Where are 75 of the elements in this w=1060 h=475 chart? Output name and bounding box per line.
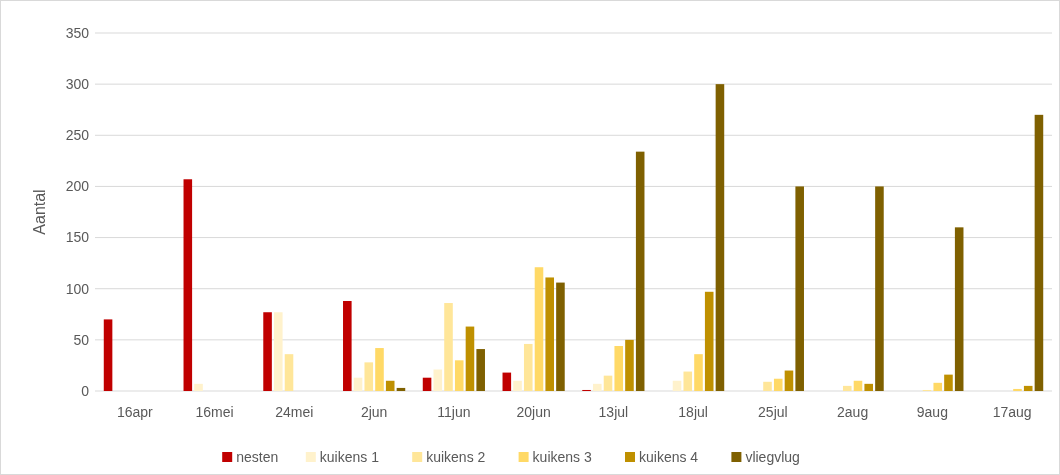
bar: [1034, 114, 1044, 391]
legend-label: vliegvlug: [745, 448, 800, 465]
bar: [954, 227, 964, 391]
bar: [875, 186, 884, 391]
bar: [523, 343, 533, 391]
x-tick-label: 25jul: [758, 404, 788, 420]
legend-label: kuikens 4: [639, 448, 699, 465]
bar: [1013, 388, 1022, 391]
bar: [784, 370, 794, 391]
bar: [263, 312, 272, 391]
x-tick-label: 2jun: [360, 404, 388, 420]
bar: [842, 385, 852, 391]
bar: [853, 380, 863, 391]
bar: [545, 277, 554, 391]
bar: [672, 380, 682, 391]
y-tick-label: 300: [65, 76, 90, 93]
bar: [513, 380, 522, 391]
bar: [683, 371, 693, 391]
bar: [194, 383, 203, 391]
bar: [502, 372, 512, 391]
bar: [933, 382, 943, 391]
bar: [476, 349, 485, 391]
bar: [715, 84, 725, 391]
bar: [396, 387, 406, 391]
y-axis-title: Aantal: [31, 189, 48, 235]
bar: [603, 375, 613, 391]
bar: [385, 380, 395, 391]
bar: [773, 378, 783, 391]
bar: [704, 291, 714, 391]
bar: [763, 381, 772, 391]
y-tick-label: 250: [65, 127, 90, 144]
y-tick-label: 150: [65, 229, 90, 246]
x-tick-label: 16apr: [116, 404, 154, 420]
x-tick-label: 17aug: [992, 404, 1032, 420]
x-tick-label: 9aug: [916, 404, 948, 420]
bar: [556, 282, 565, 391]
bar: [353, 377, 363, 391]
x-tick-label: 13jul: [598, 404, 629, 420]
bar: [795, 186, 804, 391]
bar: [593, 383, 602, 391]
x-tick-label: 16mei: [195, 404, 234, 420]
bar: [343, 300, 352, 391]
y-tick-label: 200: [65, 178, 90, 195]
y-tick-label: 0: [81, 382, 90, 399]
x-tick-label: 11jun: [437, 404, 471, 420]
bar: [1023, 385, 1033, 391]
bar: [284, 354, 294, 391]
bar: [103, 319, 113, 391]
bar: [534, 267, 544, 391]
bar: [364, 362, 374, 391]
bar: [274, 312, 283, 391]
y-tick-label: 100: [65, 280, 90, 297]
bar: [864, 383, 873, 391]
bar: [454, 360, 464, 391]
y-tick-label: 350: [65, 24, 90, 41]
x-tick-label: 20jun: [516, 404, 551, 420]
legend-label: kuikens 2: [426, 448, 486, 465]
bar: [625, 339, 634, 391]
y-tick-label: 50: [73, 331, 90, 348]
bar: [694, 354, 703, 391]
legend-label: kuikens 3: [532, 448, 592, 465]
bar: [422, 377, 432, 391]
bar: [444, 303, 453, 391]
x-tick-label: 2aug: [837, 404, 869, 420]
bar: [375, 348, 384, 391]
x-tick-label: 24mei: [275, 404, 314, 420]
bar: [614, 345, 624, 391]
bar: [465, 326, 475, 391]
bar: [944, 374, 953, 391]
bar: [635, 151, 645, 391]
x-tick-label: 18jul: [678, 404, 708, 420]
legend-label: nesten: [236, 448, 279, 465]
legend-label: kuikens 1: [319, 448, 380, 465]
bar: [433, 369, 443, 391]
bar: [183, 179, 193, 391]
